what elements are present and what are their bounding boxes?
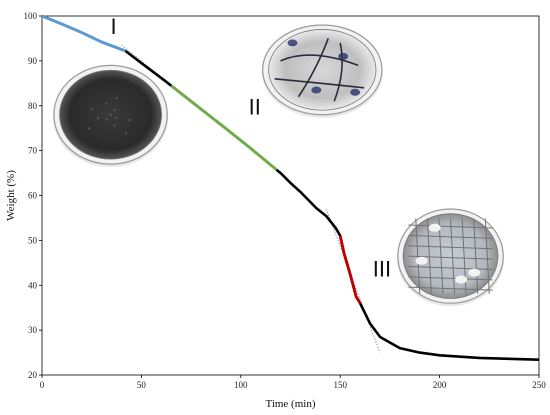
dish-2-crack <box>297 38 330 98</box>
y-tick-label: 60 <box>28 191 38 201</box>
dish-3-flake <box>468 268 481 277</box>
x-tick-label: 250 <box>532 380 546 390</box>
dish-2-content <box>268 29 377 111</box>
phase-label: I <box>111 14 117 39</box>
dish-2-photo <box>261 24 383 118</box>
y-tick-label: 80 <box>28 101 38 111</box>
y-tick-label: 40 <box>28 280 38 290</box>
highlight-segment <box>170 84 278 171</box>
dish-3-crack <box>408 286 493 291</box>
y-tick-label: 20 <box>28 370 38 380</box>
x-tick-label: 50 <box>137 380 147 390</box>
dish-1-speck <box>109 113 112 116</box>
dish-3-flake <box>415 256 428 265</box>
dish-3-photo <box>396 208 505 307</box>
dish-1-speck <box>90 107 93 111</box>
dish-1-speck <box>105 118 108 121</box>
sample-photos <box>52 24 505 307</box>
highlight-segment <box>338 235 362 304</box>
dish-1-speck <box>124 132 128 135</box>
dish-2-fragment <box>338 52 349 60</box>
dish-3-crack <box>426 218 432 294</box>
phase-label: III <box>373 256 391 281</box>
dish-3-crack <box>484 218 490 294</box>
dish-1-photo <box>52 64 169 168</box>
dish-3-crack <box>450 218 456 294</box>
dish-1-speck <box>128 118 131 122</box>
dish-2-crack <box>274 78 365 89</box>
data-series <box>41 14 540 361</box>
highlight-segment <box>41 14 126 53</box>
dish-3-crack <box>408 265 493 270</box>
dish-2-crack <box>333 42 343 102</box>
dish-3-crack <box>408 255 493 260</box>
dish-3-crack <box>438 218 444 294</box>
x-tick-label: 150 <box>333 380 347 390</box>
dish-1-speck <box>105 102 108 105</box>
y-tick-label: 90 <box>28 56 38 66</box>
axes: 0 50 100 150 200 250 20 30 40 50 60 70 80 90 100 Time (… <box>5 11 546 410</box>
y-tick-label: 70 <box>28 146 38 156</box>
dish-1-speck <box>87 126 91 130</box>
y-axis-title: Weight (%) <box>5 170 17 221</box>
dish-1-speck <box>96 117 100 120</box>
x-axis-title: Time (min) <box>265 398 315 410</box>
dish-1-speck <box>115 97 119 100</box>
y-tick-label: 100 <box>24 11 38 21</box>
dish-3-crack <box>408 276 493 281</box>
y-tick-label: 50 <box>28 235 38 245</box>
dish-2-fragment <box>350 88 361 96</box>
dish-2-crack <box>280 54 359 67</box>
dish-2-fragment <box>287 39 298 47</box>
dish-3-crack <box>473 218 479 294</box>
weight-curve <box>41 14 540 361</box>
x-tick-label: 200 <box>433 380 447 390</box>
dish-2-fragment <box>311 86 322 94</box>
x-tick-label: 100 <box>234 380 248 390</box>
dish-3-flake <box>455 275 468 284</box>
phase-label: II <box>249 95 261 120</box>
dish-3-flake <box>428 223 441 232</box>
dish-1-speck <box>114 116 118 120</box>
dish-3-crack <box>408 245 493 250</box>
dish-3-crack <box>408 234 493 239</box>
dish-1-speck <box>113 124 116 127</box>
y-tick-label: 30 <box>28 325 38 335</box>
x-tick-label: 0 <box>40 380 45 390</box>
dish-1-speck <box>113 108 116 112</box>
